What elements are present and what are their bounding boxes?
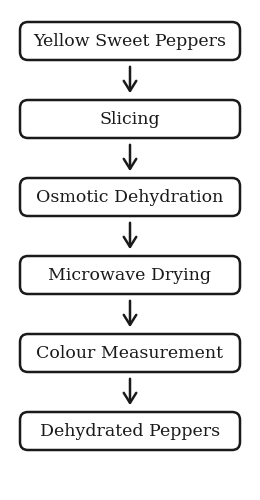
FancyBboxPatch shape: [20, 256, 240, 294]
Text: Microwave Drying: Microwave Drying: [49, 266, 211, 283]
FancyBboxPatch shape: [20, 178, 240, 216]
Text: Slicing: Slicing: [100, 110, 160, 128]
Text: Colour Measurement: Colour Measurement: [36, 344, 224, 362]
FancyBboxPatch shape: [20, 412, 240, 450]
Text: Osmotic Dehydration: Osmotic Dehydration: [36, 188, 224, 206]
FancyBboxPatch shape: [20, 334, 240, 372]
FancyBboxPatch shape: [20, 100, 240, 138]
FancyBboxPatch shape: [20, 22, 240, 60]
Text: Dehydrated Peppers: Dehydrated Peppers: [40, 422, 220, 440]
Text: Yellow Sweet Peppers: Yellow Sweet Peppers: [34, 32, 226, 50]
